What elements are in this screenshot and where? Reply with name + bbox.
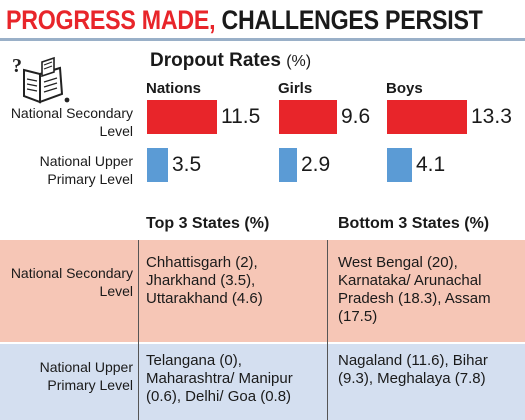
band-divider [0, 342, 525, 344]
table-cell-line: (0.6), Delhi/ Goa (0.8) [146, 388, 292, 405]
dropout-bar-chart [147, 100, 467, 182]
table-cell-line: Maharashtra/ Manipur [146, 370, 293, 387]
table-cell-primary-top: Telangana (0), Maharashtra/ Manipur (0.6… [146, 352, 326, 406]
bar-secondary-nations [147, 100, 217, 134]
chart-title-text: Dropout Rates [150, 50, 281, 71]
table-cell-line: (9.3), Meghalaya (7.8) [338, 370, 486, 387]
bar-upper-primary-boys [387, 148, 412, 182]
row-label-upper-primary: National Upper Primary Level [39, 153, 133, 187]
value-label-secondary-nations: 11.5 [221, 105, 261, 128]
table-cell-line: Karnataka/ Arunachal [338, 272, 482, 289]
table-cell-secondary-bottom: West Bengal (20), Karnataka/ Arunachal P… [338, 254, 523, 326]
value-label-upper-primary-girls: 2.9 [301, 153, 331, 176]
table-cell-primary-bottom: Nagaland (11.6), Bihar (9.3), Meghalaya … [338, 352, 523, 388]
bar-secondary-girls [279, 100, 337, 134]
table-cell-line: Chhattisgarh (2), [146, 254, 258, 271]
bar-upper-primary-girls [279, 148, 297, 182]
group-label-boys: Boys [386, 80, 423, 97]
table-divider-left [138, 240, 139, 420]
svg-text:?: ? [12, 55, 22, 77]
table-cell-secondary-top: Chhattisgarh (2), Jharkhand (3.5), Uttar… [146, 254, 326, 308]
chart-title: Dropout Rates (%) [150, 50, 311, 72]
value-label-upper-primary-nations: 3.5 [172, 153, 202, 176]
top-rule [0, 38, 525, 41]
table-cell-line: Telangana (0), [146, 352, 242, 369]
table-row-label-secondary: National Secondary Level [10, 265, 133, 299]
value-label-secondary-boys: 13.3 [471, 105, 512, 128]
table-head-bottom: Bottom 3 States (%) [338, 215, 490, 232]
table-cell-line: West Bengal (20), [338, 254, 458, 271]
bar-secondary-boys [387, 100, 467, 134]
value-label-secondary-girls: 9.6 [341, 105, 371, 128]
secondary-level-band [0, 240, 525, 342]
headline-part2: CHALLENGES PERSIST [221, 5, 483, 35]
row-label-secondary: National Secondary Level [10, 105, 133, 139]
upper-primary-band [0, 344, 525, 420]
book-with-question-mark-icon: ? [12, 55, 70, 104]
bar-upper-primary-nations [147, 148, 168, 182]
table-cell-line: Nagaland (11.6), Bihar [338, 352, 488, 369]
table-row-label-upper-primary: National Upper Primary Level [39, 359, 133, 393]
group-label-nations: Nations [146, 80, 202, 97]
table-cell-line: Jharkhand (3.5), [146, 272, 256, 289]
table-cell-line: Uttarakhand (4.6) [146, 290, 263, 307]
table-head-top: Top 3 States (%) [146, 215, 270, 232]
chart-title-unit: (%) [286, 53, 312, 70]
table-divider-middle [327, 240, 328, 420]
headline: PROGRESS MADE, CHALLENGES PERSIST [6, 2, 483, 38]
table-cell-line: (17.5) [338, 308, 378, 325]
table-cell-line: Pradesh (18.3), Assam [338, 290, 491, 307]
headline-part1: PROGRESS MADE, [6, 5, 216, 35]
group-label-girls: Girls [278, 80, 313, 97]
value-label-upper-primary-boys: 4.1 [416, 153, 446, 176]
